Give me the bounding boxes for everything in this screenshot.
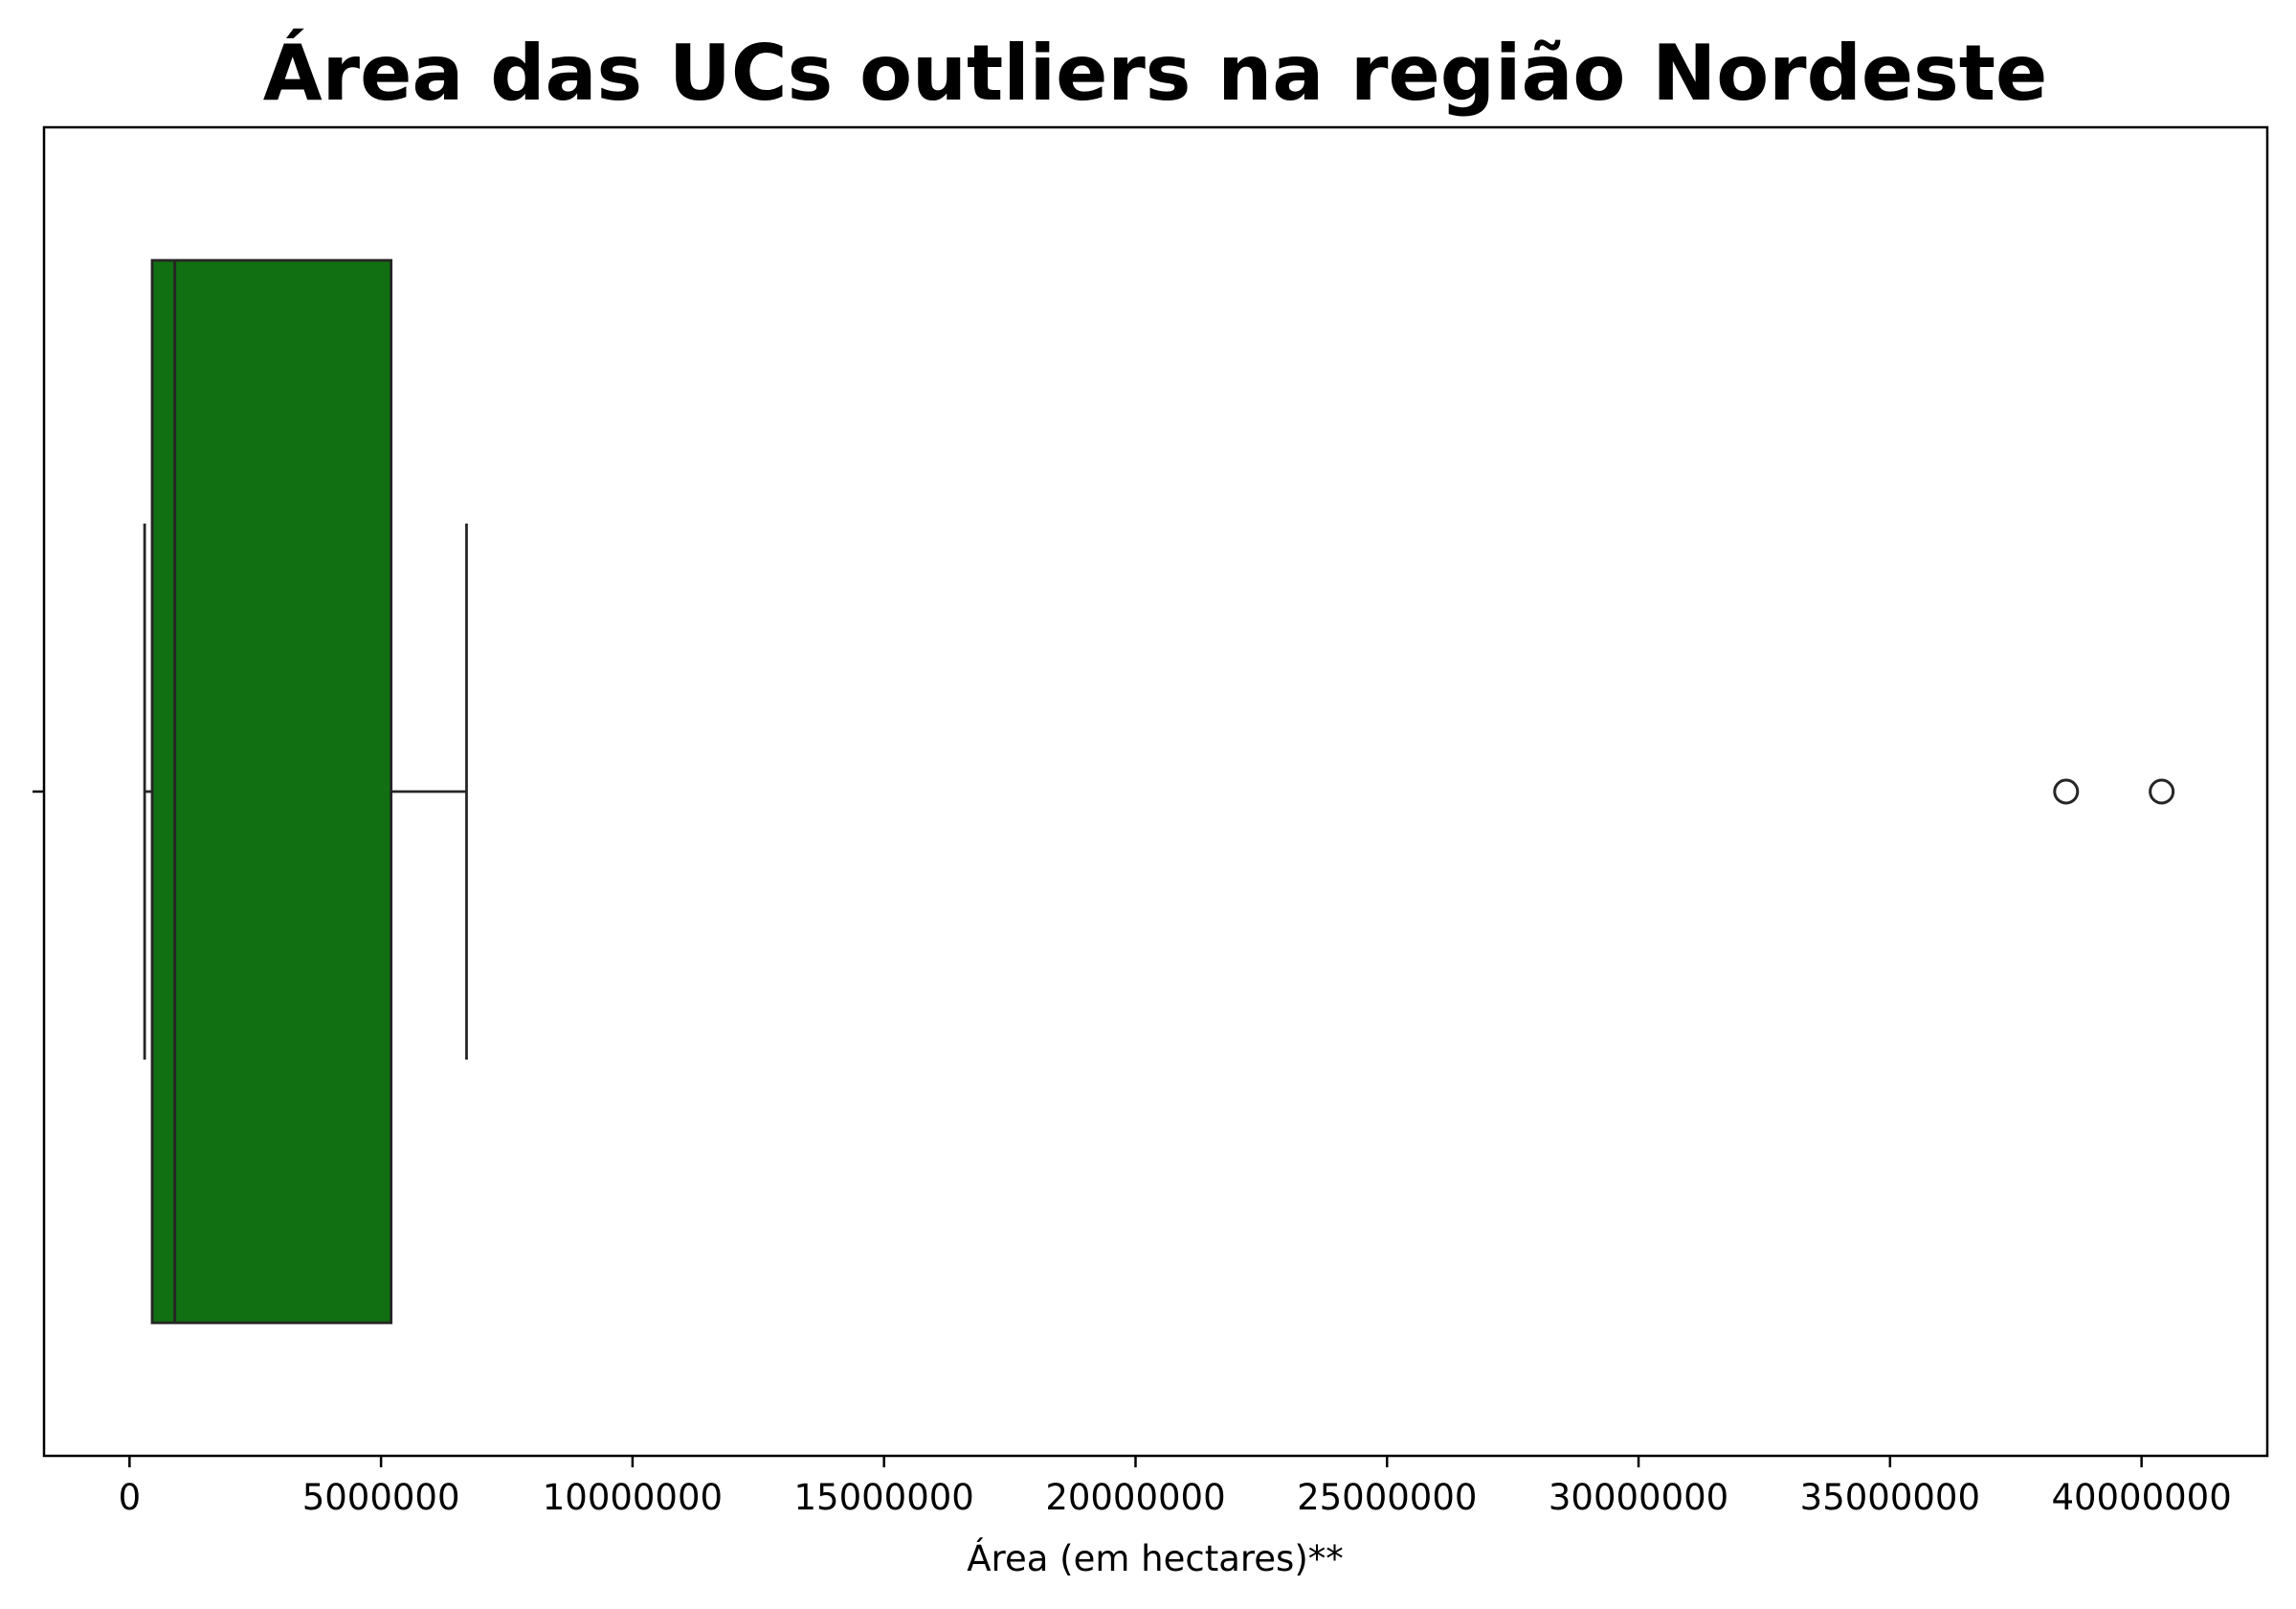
x-tick-label: 15000000 [794,1477,974,1518]
iqr-box [150,258,393,1325]
x-tick-label: 5000000 [302,1477,460,1518]
plot-area [33,258,2175,1325]
chart-title: Área das UCs outliers na região Nordeste [263,28,2048,118]
x-tick-label: 25000000 [1297,1477,1477,1518]
x-tick-label: 20000000 [1045,1477,1225,1518]
x-tick-label: 10000000 [543,1477,723,1518]
outlier-point-2 [2149,778,2175,805]
x-tick-label: 35000000 [1800,1477,1980,1518]
x-axis-label: Área (em hectares)** [967,1537,1344,1579]
x-tick-label: 30000000 [1549,1477,1728,1518]
axes-frame [42,125,2269,1458]
outlier-point-1 [2053,778,2080,805]
x-tick-label: 0 [119,1477,142,1518]
x-tick-label: 40000000 [2051,1477,2231,1518]
x-axis-ticks: 0 5000000 10000000 15000000 20000000 25000000… [119,1456,2232,1518]
